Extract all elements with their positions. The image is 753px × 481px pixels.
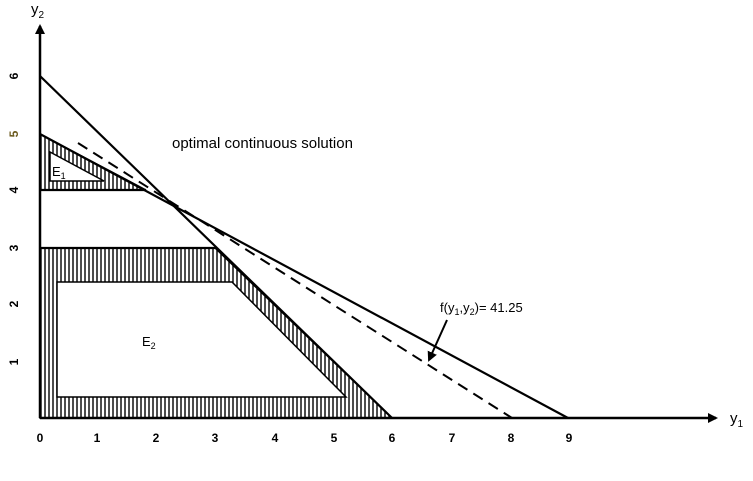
optimal-solution-label: optimal continuous solution	[172, 135, 353, 152]
e2-label: E2	[142, 334, 156, 351]
x-tick-6: 6	[389, 431, 396, 445]
x-tick-2: 2	[153, 431, 160, 445]
y-tick-6: 6	[7, 72, 21, 79]
objective-dashed-line	[77, 142, 513, 419]
x-tick-9: 9	[566, 431, 573, 445]
constraint-line-6-6	[39, 75, 393, 419]
x-tick-3: 3	[212, 431, 219, 445]
objective-value-label: f(y1,y2)= 41.25	[440, 300, 523, 317]
e1-label: E1	[52, 164, 66, 181]
constraint-line-5-9	[39, 133, 569, 419]
y1-axis-label: y1	[730, 410, 744, 430]
y-tick-3: 3	[7, 244, 21, 251]
x-tick-1: 1	[94, 431, 101, 445]
x-tick-5: 5	[331, 431, 338, 445]
y-tick-1: 1	[7, 358, 21, 365]
x-tick-7: 7	[449, 431, 456, 445]
y-tick-5: 5	[7, 130, 21, 137]
objective-pointer-arrow	[427, 319, 448, 362]
y-tick-2: 2	[7, 300, 21, 307]
y-tick-labels: 1 2 3 4 5 6	[7, 72, 21, 365]
y2-axis-label: y2	[31, 1, 45, 21]
x-tick-0: 0	[37, 431, 44, 445]
x-tick-labels: 0 1 2 3 4 5 6 7 8 9	[37, 431, 573, 445]
x-tick-8: 8	[508, 431, 515, 445]
x-tick-4: 4	[272, 431, 279, 445]
region-e2	[39, 247, 394, 419]
y-tick-4: 4	[7, 186, 21, 193]
